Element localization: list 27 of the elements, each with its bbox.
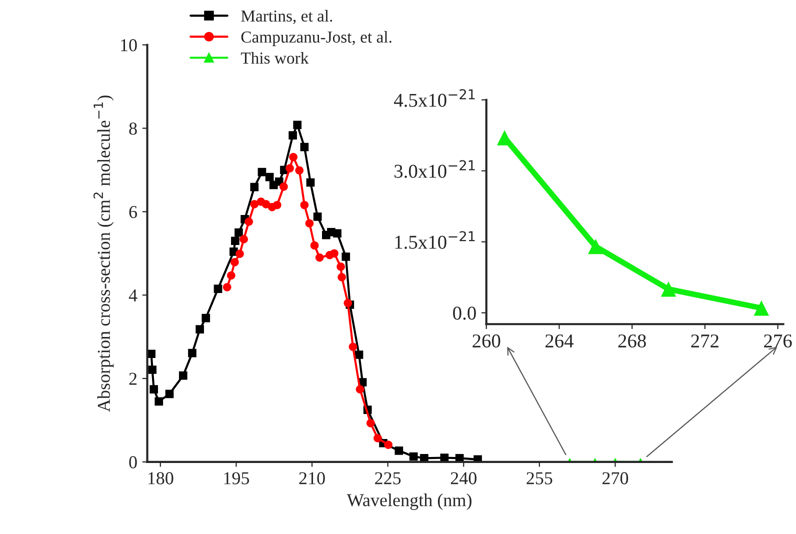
- legend-label: This work: [240, 52, 309, 64]
- y-tick-label: 0.0: [453, 306, 476, 320]
- x-tick-label: 225: [375, 472, 401, 484]
- x-tick-label: 195: [224, 472, 250, 484]
- x-tick-label: 180: [148, 472, 174, 484]
- y-tick-label: 0: [129, 456, 137, 468]
- legend-label: Martins, et al.: [241, 10, 332, 24]
- x-tick-label: 272: [691, 334, 718, 348]
- y-tick-label: 6: [129, 206, 137, 218]
- x-tick-label: 270: [602, 472, 628, 484]
- x-tick-label: 264: [545, 334, 574, 348]
- y-tick-label: 3.0x10$^{−21}$: [394, 160, 475, 178]
- x-axis-title: Wavelength (nm): [346, 494, 472, 510]
- y-tick-label: 8: [129, 122, 137, 135]
- y-tick-label: 4.5x10$^{−21}$: [394, 89, 475, 107]
- y-axis-title: Absorption cross-section (cm$^{2}$ molecule$^{−1}$): [94, 96, 114, 412]
- x-tick-label: 276: [764, 334, 792, 348]
- x-tick-label: 210: [299, 472, 325, 484]
- y-tick-label: 4: [128, 289, 138, 302]
- x-tick-label: 240: [450, 472, 476, 484]
- legend-label: Campuzanu-Jost, et al.: [241, 30, 392, 46]
- x-tick-label: 260: [472, 334, 500, 348]
- x-tick-label: 255: [526, 472, 552, 484]
- y-tick-label: 2: [129, 372, 137, 385]
- y-tick-label: 10: [121, 39, 137, 52]
- x-tick-label: 268: [618, 334, 646, 348]
- y-tick-label: 1.5x10$^{−21}$: [395, 231, 475, 249]
